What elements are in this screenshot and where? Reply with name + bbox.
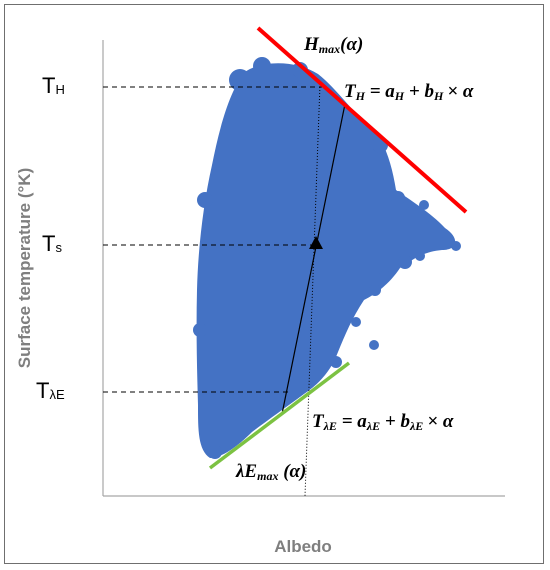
tle-equation: TλE = aλE + bλE × α <box>312 411 454 433</box>
ts-marker <box>309 236 323 249</box>
scatter-point <box>229 69 251 91</box>
scatter-point <box>419 200 429 210</box>
scatter-cloud-body <box>196 63 456 458</box>
dry-edge-line <box>256 26 468 214</box>
hmax-label: Hmax(α) <box>303 34 363 56</box>
tick-tle: TλE <box>36 378 65 403</box>
th-equation: TH = aH + bH × α <box>344 81 474 103</box>
scatter-point <box>197 192 213 208</box>
scatter-point <box>426 220 438 232</box>
scatter-point <box>369 340 379 350</box>
scatter-point <box>442 234 454 246</box>
scatter-point <box>398 255 412 269</box>
scatter-point <box>330 356 342 368</box>
scatter-point <box>369 284 381 296</box>
y-axis-title: Surface temperature (°K) <box>15 168 34 368</box>
wet-edge-line <box>208 361 351 470</box>
scatter-point <box>391 191 405 205</box>
lemax-label: λEmax (α) <box>235 461 306 483</box>
scatter-point <box>208 445 222 459</box>
scatter-point <box>379 270 391 282</box>
x-axis-title: Albedo <box>274 537 332 556</box>
interpolation-line <box>281 103 346 415</box>
scatter-point <box>415 251 425 261</box>
scatter-point <box>253 57 271 75</box>
scatter-point <box>451 241 461 251</box>
scatter-point <box>351 317 361 327</box>
scatter-point <box>406 206 418 218</box>
tick-ts: Ts <box>42 231 62 256</box>
scatter-cloud <box>193 57 461 459</box>
scatter-point <box>193 323 207 337</box>
scatter-point <box>292 62 308 78</box>
figure-frame <box>4 4 544 564</box>
tick-th: TH <box>42 73 65 98</box>
